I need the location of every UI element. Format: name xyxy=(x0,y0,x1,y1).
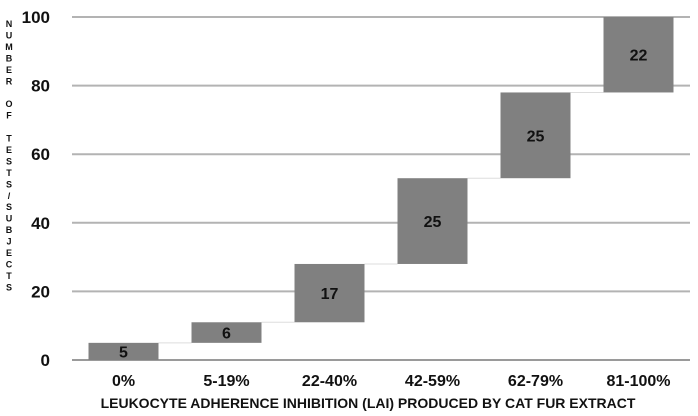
y-axis-title-char: B xyxy=(6,225,13,235)
bars xyxy=(88,17,674,360)
data-label: 5 xyxy=(119,344,128,361)
data-label: 6 xyxy=(222,326,231,343)
x-axis-ticks: 0% 5-19% 22-40% 42-59% 62-79% 81-100% xyxy=(112,373,671,390)
bar xyxy=(294,263,365,323)
y-axis-title-char: T xyxy=(6,168,12,178)
y-tick-label: 20 xyxy=(31,282,50,301)
y-axis-title-char: E xyxy=(6,65,12,75)
y-axis-title-char: O xyxy=(5,99,12,109)
bar xyxy=(603,17,674,93)
x-tick-label: 22-40% xyxy=(302,373,357,390)
data-label: 25 xyxy=(527,128,545,145)
data-labels: 5 6 17 25 25 22 xyxy=(119,48,647,362)
y-axis-title-char: / xyxy=(8,191,11,201)
y-tick-label: 40 xyxy=(31,214,50,233)
x-tick-label: 0% xyxy=(112,373,135,390)
y-axis-title-char: E xyxy=(6,145,12,155)
bar xyxy=(500,92,571,179)
gridlines xyxy=(72,16,690,361)
connectors xyxy=(158,91,604,344)
y-axis-title-char xyxy=(8,88,11,98)
data-label: 22 xyxy=(630,48,648,65)
y-axis-title-char: U xyxy=(6,214,13,224)
x-tick-label: 5-19% xyxy=(203,373,249,390)
y-axis-title-char: S xyxy=(6,156,12,166)
y-tick-label: 80 xyxy=(31,77,50,96)
y-axis-title-char: M xyxy=(5,42,13,52)
y-axis-title-char: J xyxy=(6,237,11,247)
y-axis-title-char xyxy=(8,122,11,132)
y-axis-title-char: T xyxy=(6,271,12,281)
y-axis-title-char: T xyxy=(6,134,12,144)
y-tick-label: 0 xyxy=(41,351,50,370)
x-axis-title: LEUKOCYTE ADHERENCE INHIBITION (LAI) PRO… xyxy=(101,395,636,411)
data-label: 25 xyxy=(424,214,442,231)
x-tick-label: 81-100% xyxy=(606,373,670,390)
x-tick-label: 62-79% xyxy=(508,373,563,390)
y-axis-title-char: N xyxy=(6,19,13,29)
y-tick-label: 100 xyxy=(22,8,50,27)
bar xyxy=(397,178,468,264)
y-axis-title-char: R xyxy=(6,76,13,86)
y-axis-title-char: B xyxy=(6,53,13,63)
y-axis-title-char: S xyxy=(6,282,12,292)
y-axis-title-char: S xyxy=(6,179,12,189)
bar xyxy=(191,322,262,343)
x-tick-label: 42-59% xyxy=(405,373,460,390)
bar xyxy=(88,342,159,360)
y-axis-title-char: F xyxy=(6,111,12,121)
y-axis-title-char: E xyxy=(6,248,12,258)
y-axis-title-char: S xyxy=(6,202,12,212)
y-tick-label: 60 xyxy=(31,145,50,164)
y-axis-title-char: U xyxy=(6,30,13,40)
y-axis-title-char: C xyxy=(6,259,13,269)
data-label: 17 xyxy=(321,286,339,303)
y-axis-ticks: 0 20 40 60 80 100 xyxy=(22,8,50,370)
